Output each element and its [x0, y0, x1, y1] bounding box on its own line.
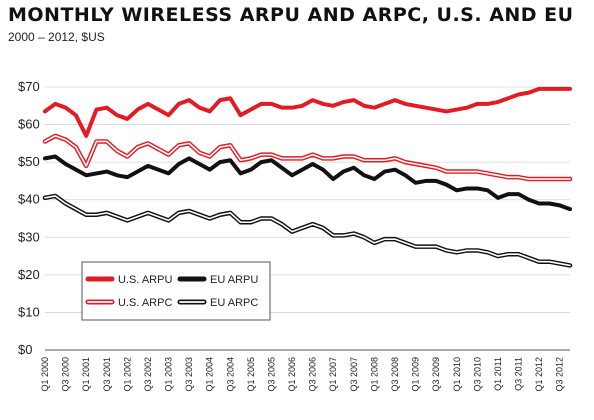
series-line-inner — [44, 195, 571, 267]
y-tick-label: $30 — [18, 229, 40, 244]
x-tick-label: Q1 2006 — [287, 357, 297, 392]
legend-label: EU ARPU — [210, 274, 258, 286]
x-tick-label: Q1 2005 — [246, 357, 256, 392]
x-tick-label: Q1 2008 — [369, 357, 379, 392]
x-tick-label: Q3 2008 — [390, 357, 400, 392]
series-u-s-arpc — [42, 133, 573, 182]
series-eu-arpu — [43, 154, 572, 212]
x-tick-label: Q1 2012 — [534, 357, 544, 392]
x-tick-label: Q3 2006 — [308, 357, 318, 392]
x-tick-label: Q1 2002 — [122, 357, 132, 392]
legend-label: U.S. ARPC — [118, 297, 172, 309]
legend: U.S. ARPU U.S. ARPC EU ARPU EU ARPC — [81, 261, 271, 321]
y-tick-label: $50 — [18, 154, 40, 169]
x-tick-label: Q1 2001 — [81, 357, 91, 392]
y-tick-label: $40 — [18, 192, 40, 207]
x-tick-label: Q3 2012 — [555, 357, 565, 392]
y-tick-label: $0 — [18, 342, 32, 357]
x-tick-label: Q3 2001 — [102, 357, 112, 392]
series-line-outer — [42, 133, 573, 182]
chart-title: MONTHLY WIRELESS ARPU AND ARPC, U.S. AND… — [8, 4, 574, 26]
legend-label: U.S. ARPU — [118, 274, 172, 286]
x-axis: Q1 2000 Q3 2000 Q1 2001 Q3 2001 Q1 2002 Q3 20… — [40, 357, 565, 392]
x-tick-label: Q3 2009 — [431, 357, 441, 392]
x-tick-label: Q3 2002 — [143, 357, 153, 392]
x-tick-label: Q3 2004 — [225, 357, 235, 392]
x-tick-label: Q1 2000 — [40, 357, 50, 392]
x-tick-label: Q1 2004 — [205, 357, 215, 392]
chart-subtitle: 2000 – 2012, $US — [8, 30, 105, 44]
y-tick-label: $20 — [18, 267, 40, 282]
legend-item: EU ARPC — [177, 297, 258, 309]
legend-box — [81, 261, 271, 321]
series-line — [43, 154, 572, 212]
y-axis: $0 $10 $20 $30 $40 $50 $60 $70 — [18, 79, 40, 357]
x-tick-label: Q1 2011 — [493, 357, 503, 391]
series-line-outer — [42, 193, 573, 268]
x-tick-label: Q3 2010 — [472, 357, 482, 392]
x-tick-label: Q1 2010 — [452, 357, 462, 392]
series-u-s-arpu — [43, 86, 572, 138]
legend-item: U.S. ARPU — [85, 274, 172, 286]
series-lines — [42, 86, 573, 268]
x-tick-label: Q1 2007 — [328, 357, 338, 392]
series-line-inner — [44, 135, 571, 180]
x-tick-label: Q3 2003 — [184, 357, 194, 392]
x-tick-label: Q1 2003 — [164, 357, 174, 392]
x-tick-label: Q3 2005 — [266, 357, 276, 392]
x-tick-label: Q3 2011 — [514, 357, 524, 391]
y-tick-label: $70 — [18, 79, 40, 94]
legend-item: EU ARPU — [177, 274, 258, 286]
x-tick-label: Q1 2009 — [411, 357, 421, 392]
x-tick-label: Q3 2007 — [349, 357, 359, 392]
series-line — [43, 86, 572, 138]
y-tick-label: $10 — [18, 304, 40, 319]
x-tick-label: Q3 2000 — [61, 357, 71, 392]
series-eu-arpc — [42, 193, 573, 268]
y-tick-label: $60 — [18, 117, 40, 132]
legend-label: EU ARPC — [210, 297, 258, 309]
legend-item: U.S. ARPC — [85, 297, 172, 309]
